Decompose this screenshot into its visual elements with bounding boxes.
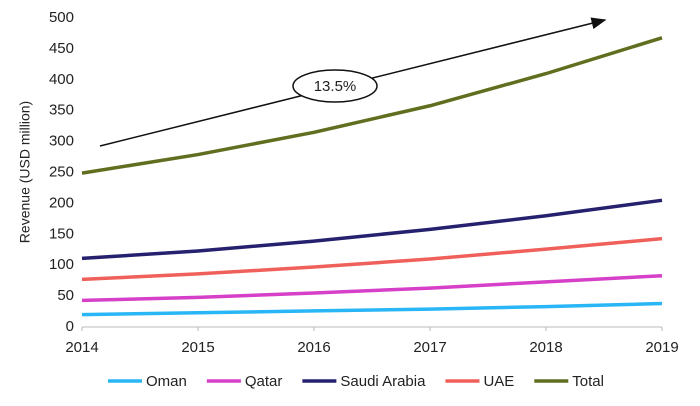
- x-tick-label: 2017: [413, 339, 446, 356]
- legend-label: Total: [572, 373, 604, 390]
- x-tick-label: 2019: [645, 339, 678, 356]
- series-line: [81, 198, 663, 261]
- y-tick-label: 100: [49, 256, 74, 273]
- annotation-bubble: [292, 69, 378, 103]
- series-line: [81, 301, 663, 317]
- legend-label: UAE: [483, 373, 514, 390]
- series-line: [81, 273, 663, 303]
- x-tick-label: 2016: [297, 339, 330, 356]
- x-tick-label: 2014: [65, 339, 98, 356]
- y-tick-label: 300: [49, 133, 74, 150]
- y-tick-label: 250: [49, 163, 74, 180]
- y-tick-label: 0: [66, 318, 74, 335]
- y-tick-label: 400: [49, 71, 74, 88]
- x-tick-label: 2018: [529, 339, 562, 356]
- legend-label: Oman: [146, 373, 187, 390]
- y-axis-label: Revenue (USD million): [17, 101, 33, 243]
- x-tick-label: 2015: [181, 339, 214, 356]
- legend-label: Saudi Arabia: [340, 373, 426, 390]
- series-line: [81, 236, 663, 282]
- legend-label: Qatar: [245, 373, 283, 390]
- y-tick-label: 350: [49, 102, 74, 119]
- y-tick-label: 500: [49, 9, 74, 26]
- y-tick-label: 50: [57, 287, 74, 304]
- y-tick-label: 150: [49, 225, 74, 242]
- y-tick-label: 200: [49, 194, 74, 211]
- series-line: [81, 36, 663, 175]
- y-tick-label: 450: [49, 40, 74, 57]
- annotation: 13.5%: [314, 78, 357, 95]
